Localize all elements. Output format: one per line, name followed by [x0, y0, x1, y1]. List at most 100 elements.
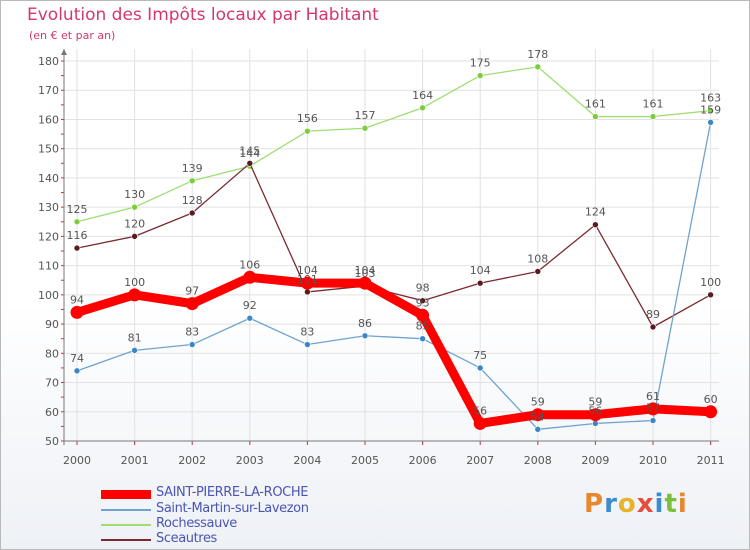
- data-point: [188, 341, 196, 348]
- data-point: [304, 288, 311, 296]
- data-point: [361, 332, 369, 340]
- data-point: [704, 405, 718, 419]
- data-label: 120: [124, 217, 145, 230]
- logo-letter: x: [636, 489, 655, 519]
- data-label: 178: [527, 48, 548, 61]
- data-point: [592, 113, 599, 120]
- data-label: 54: [531, 410, 545, 423]
- data-label: 75: [473, 349, 487, 362]
- data-label: 89: [646, 308, 660, 321]
- data-point: [131, 203, 138, 211]
- data-label: 104: [470, 264, 491, 277]
- data-label: 56: [588, 404, 602, 417]
- data-label: 98: [416, 282, 430, 295]
- data-point: [304, 341, 311, 348]
- series-layer: [70, 63, 718, 433]
- chart-subtitle: (en € et par an): [29, 29, 116, 42]
- data-label: 93: [416, 296, 430, 309]
- data-point: [707, 107, 714, 114]
- data-point: [476, 72, 484, 79]
- proxiti-logo[interactable]: Proxiti: [584, 489, 688, 519]
- data-point: [707, 119, 714, 126]
- x-tick-label: 2002: [178, 454, 206, 467]
- data-point: [361, 124, 369, 132]
- x-tick-label: 2010: [639, 454, 667, 467]
- x-tick-label: 2011: [697, 454, 725, 467]
- data-label: 161: [585, 98, 606, 111]
- y-tick-label: 150: [38, 143, 59, 156]
- data-point: [476, 364, 484, 372]
- data-point: [131, 347, 138, 354]
- legend-label: Rochessauve: [156, 516, 237, 531]
- legend-swatch: [101, 539, 151, 541]
- data-point: [304, 127, 311, 135]
- series-line: [72, 272, 716, 428]
- data-point: [188, 177, 196, 185]
- legend-label: Sceautres: [156, 531, 217, 546]
- data-point: [300, 276, 314, 290]
- data-point: [419, 335, 426, 342]
- data-point: [246, 160, 254, 167]
- data-point: [358, 276, 372, 290]
- x-tick-label: 2008: [524, 454, 552, 467]
- data-label: 56: [473, 404, 487, 417]
- data-label: 128: [182, 194, 203, 207]
- data-point: [243, 270, 257, 284]
- data-point: [476, 279, 484, 287]
- data-label: 144: [239, 147, 260, 160]
- y-tick-label: 90: [45, 318, 59, 331]
- data-label: 83: [185, 326, 199, 339]
- data-point: [185, 297, 199, 311]
- logo-letter: r: [604, 489, 618, 519]
- legend-swatch: [101, 490, 151, 499]
- y-tick-label: 60: [45, 406, 59, 419]
- data-label: 130: [124, 188, 145, 201]
- data-label: 85: [416, 320, 430, 333]
- data-label: 104: [297, 264, 318, 277]
- data-label: 161: [643, 98, 664, 111]
- logo-letter: i: [654, 489, 665, 519]
- data-point: [592, 221, 599, 228]
- logo-letter: i: [677, 489, 688, 519]
- data-point: [534, 268, 542, 275]
- data-label: 97: [185, 285, 199, 298]
- logo-letter: P: [584, 489, 605, 519]
- data-point: [531, 408, 545, 422]
- data-label: 175: [470, 57, 491, 70]
- legend-label: Saint-Martin-sur-Lavezon: [156, 501, 309, 516]
- data-point: [188, 209, 196, 217]
- data-label: 94: [70, 293, 84, 306]
- data-point: [70, 305, 84, 319]
- legend-swatch: [101, 509, 151, 511]
- x-tick-label: 2005: [351, 454, 379, 467]
- data-label: 61: [646, 390, 660, 403]
- data-point: [131, 233, 138, 240]
- grid: [64, 49, 719, 442]
- data-label: 57: [646, 402, 660, 415]
- data-label: 116: [67, 229, 88, 242]
- data-point: [649, 323, 657, 331]
- data-label: 81: [128, 331, 142, 344]
- data-point: [73, 367, 81, 375]
- data-point: [416, 308, 430, 322]
- chart-title: Evolution des Impôts locaux par Habitant: [27, 5, 379, 25]
- data-point: [128, 288, 142, 302]
- y-tick-label: 70: [45, 377, 59, 390]
- series-line: [76, 121, 712, 430]
- data-label: 74: [70, 352, 84, 365]
- x-tick-label: 2009: [581, 454, 609, 467]
- series-rochessauve: [73, 63, 714, 226]
- axes: 50 60 70 80 90 100 110 120 130 140 150 160 170 180 200…: [38, 49, 725, 467]
- x-tick-label: 2004: [293, 454, 321, 467]
- data-label: 104: [355, 264, 376, 277]
- x-tick-label: 2001: [121, 454, 149, 467]
- legend-label: SAINT-PIERRE-LA-ROCHE: [156, 485, 309, 500]
- data-label: 101: [297, 273, 318, 286]
- y-tick-label: 120: [38, 230, 59, 243]
- data-label: 103: [355, 267, 376, 280]
- data-label: 106: [239, 258, 260, 271]
- x-tick-label: 2003: [236, 454, 264, 467]
- data-label: 156: [297, 112, 318, 125]
- y-tick-label: 170: [38, 84, 59, 97]
- data-label: 59: [588, 396, 602, 409]
